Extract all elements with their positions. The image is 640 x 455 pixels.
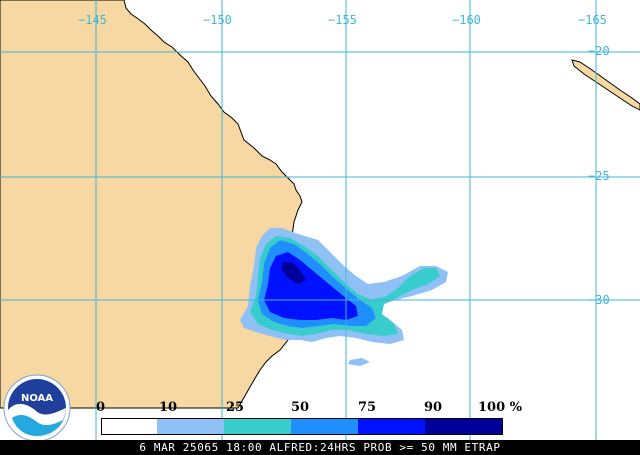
landmass-new-caledonia [571, 59, 640, 111]
legend-scale-labels: 0 10 25 50 75 90 100 % [0, 400, 640, 416]
noaa-logo-icon: NOAA [3, 374, 71, 442]
legend-label-0: 0 [96, 400, 106, 415]
landmass-australia [0, 0, 303, 409]
longitude-label-145: −145 [78, 13, 107, 27]
swath-90-100 [282, 262, 306, 284]
legend-swatch-75-90 [358, 419, 425, 434]
legend-label-90: 90 [424, 400, 443, 415]
longitude-label-155: −155 [328, 13, 357, 27]
legend-swatch-90-100 [425, 419, 502, 434]
legend-label-25: 25 [226, 400, 245, 415]
legend-swatch-10-25 [157, 419, 224, 434]
legend-label-10: 10 [159, 400, 178, 415]
legend-color-bar [101, 418, 503, 435]
swath-10-25-strip [348, 358, 370, 366]
noaa-logo-text: NOAA [21, 393, 53, 404]
legend-swatch-0-10 [102, 419, 157, 434]
legend-label-50: 50 [291, 400, 310, 415]
longitude-label-165: −165 [578, 13, 607, 27]
longitude-label-160: −160 [452, 13, 481, 27]
longitude-label-150: −150 [203, 13, 232, 27]
latitude-label-30: −30 [588, 293, 610, 307]
map-caption: 6 MAR 25065 18:00 ALFRED:24HRS PROB >= 5… [0, 440, 640, 455]
lat-lon-grid [0, 0, 640, 440]
legend-swatch-25-50 [224, 419, 291, 434]
legend-swatch-50-75 [291, 419, 358, 434]
legend-label-75: 75 [358, 400, 377, 415]
latitude-label-20: −20 [588, 44, 610, 58]
latitude-label-25: −25 [588, 169, 610, 183]
legend-label-100: 100 % [478, 400, 523, 415]
